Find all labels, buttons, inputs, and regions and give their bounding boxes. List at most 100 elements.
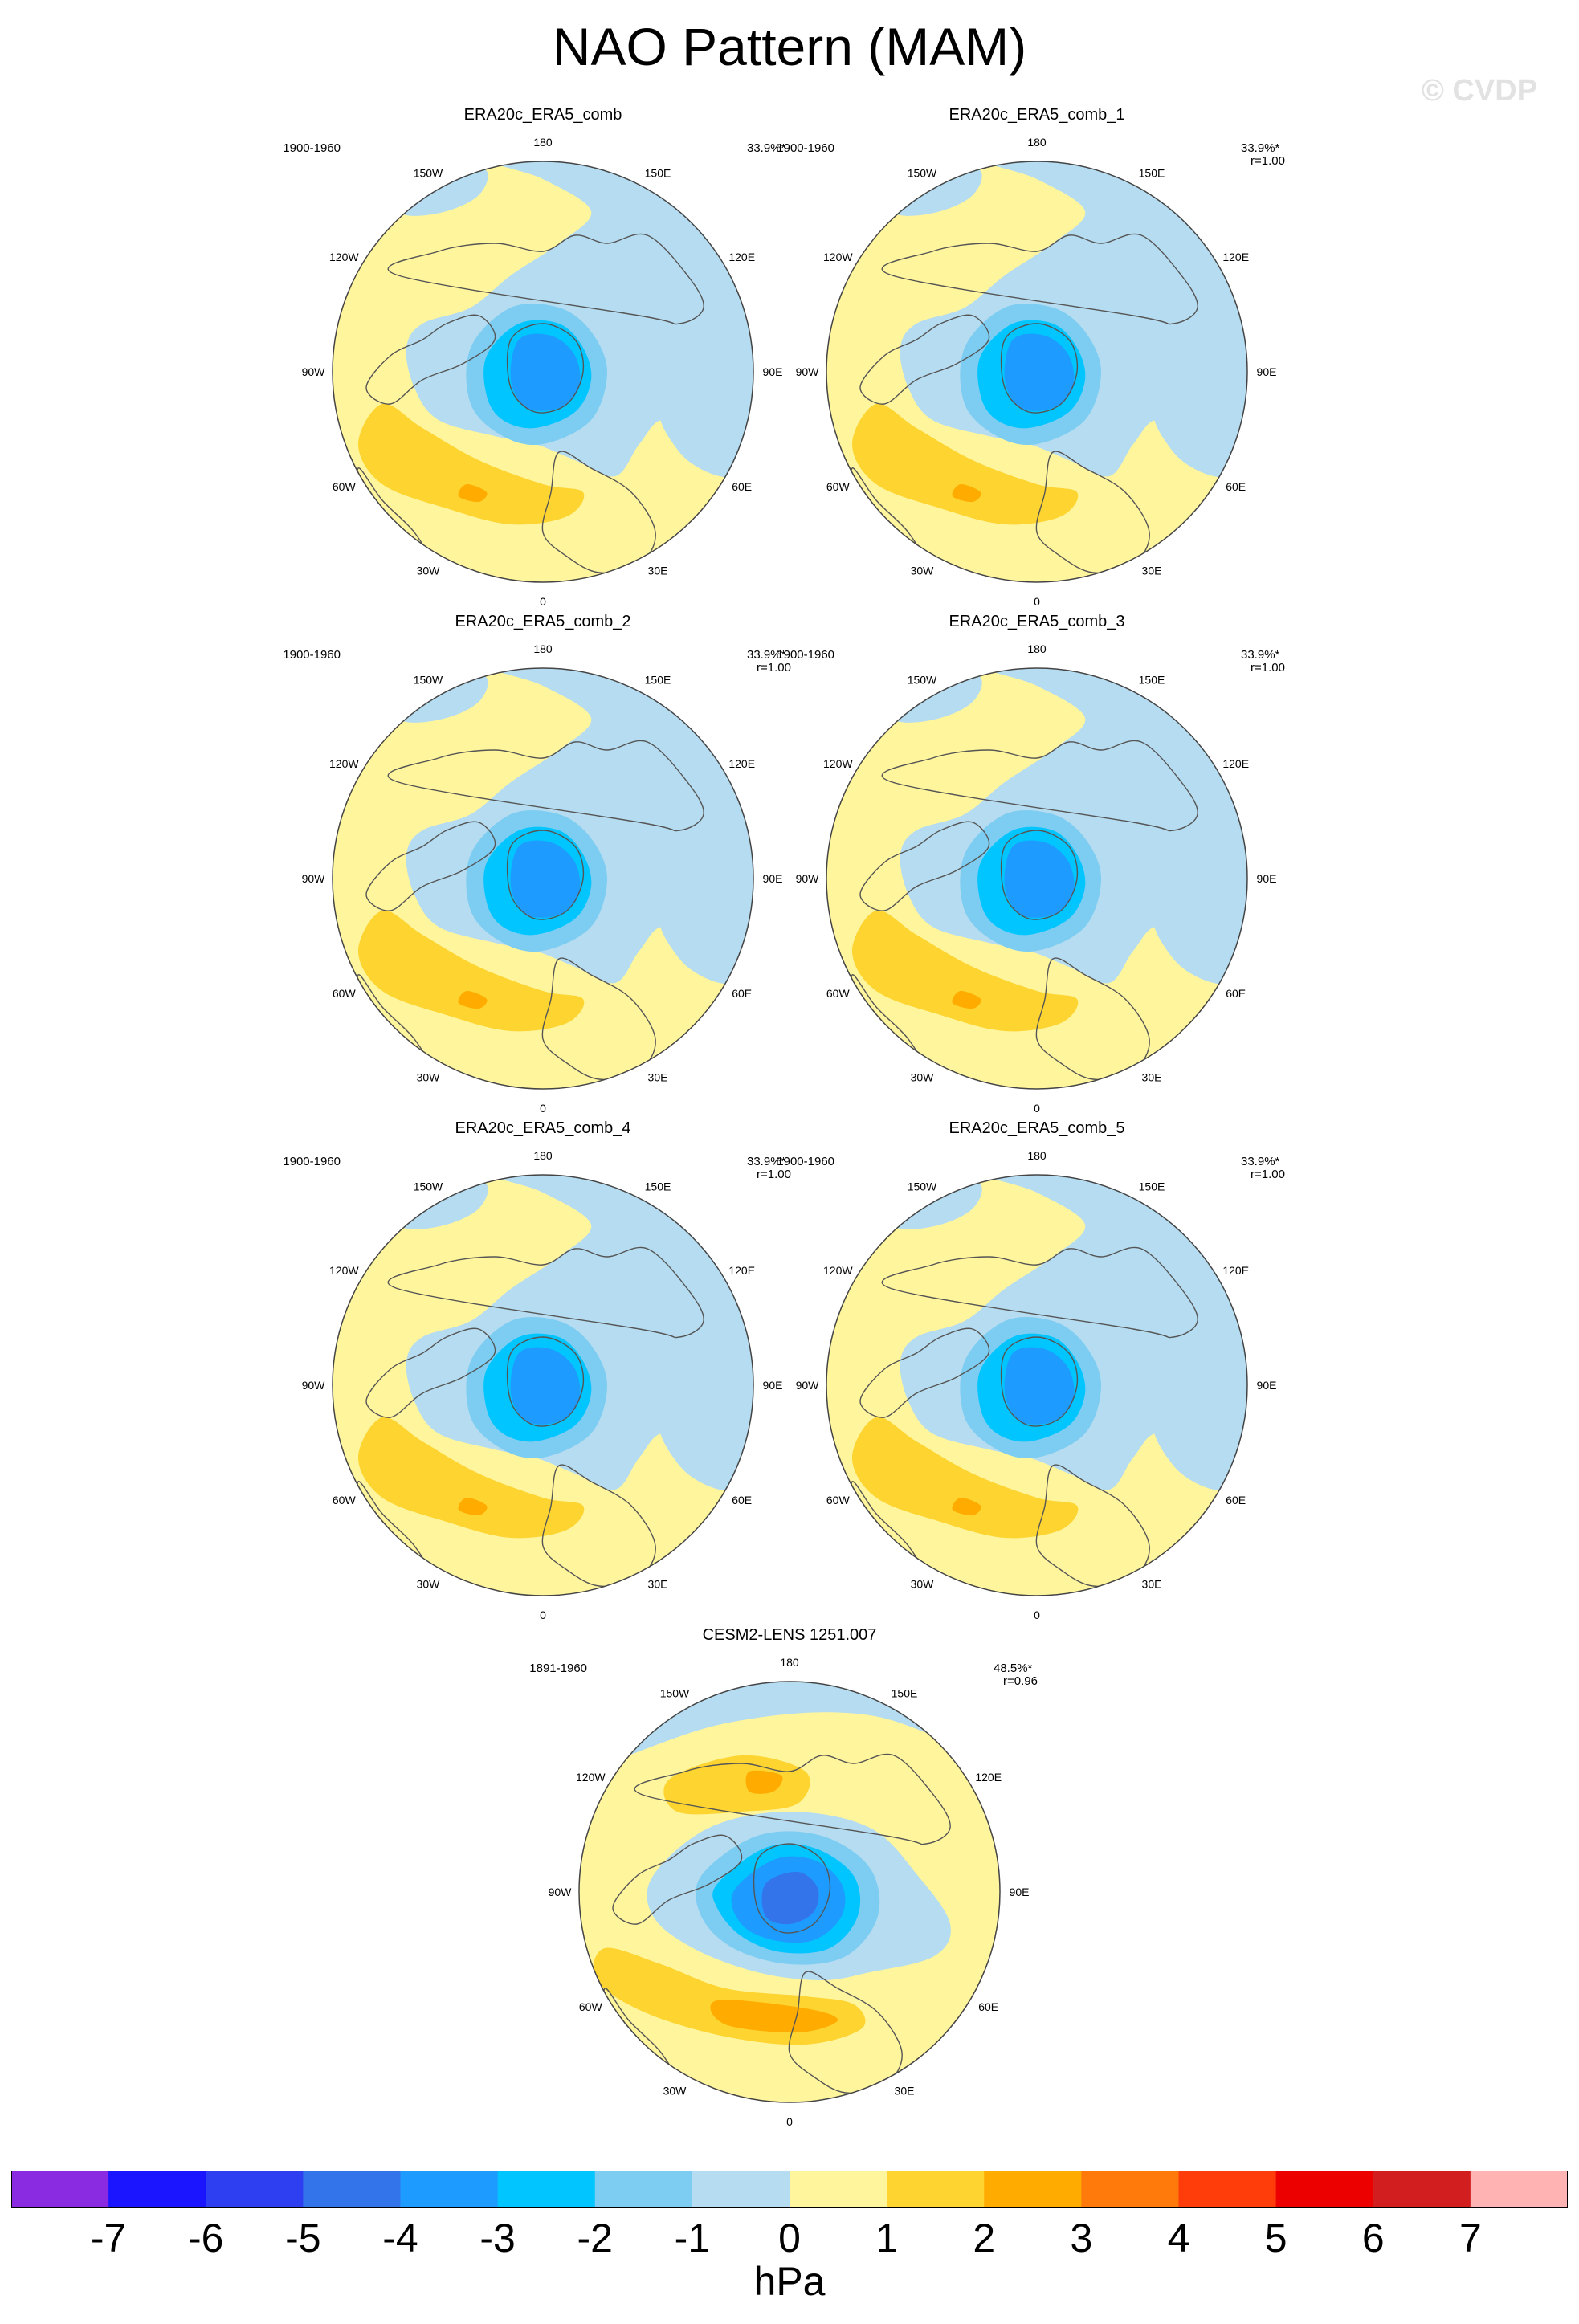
- colorbar: [11, 2171, 1568, 2208]
- longitude-label: 90E: [1257, 365, 1277, 378]
- panel-variance-pct: 33.9%*: [747, 648, 786, 662]
- longitude-label: 60W: [579, 2000, 603, 2013]
- panel-period: 1900-1960: [283, 648, 341, 662]
- longitude-label: 60E: [732, 480, 752, 493]
- longitude-label: 30W: [417, 1071, 441, 1084]
- panel-variance-pct: 33.9%*: [747, 141, 786, 155]
- longitude-label: 60E: [732, 987, 752, 1000]
- colorbar-tick: -5: [285, 2216, 321, 2261]
- colorbar-tick: -7: [90, 2216, 127, 2261]
- polar-map: 180 150E 120E 90E 60E 30E 0 30W 60W 90W 120W 150W ER…: [777, 1119, 1285, 1621]
- colorbar-swatch: [11, 2171, 109, 2208]
- panel-title: ERA20c_ERA5_comb: [464, 106, 622, 124]
- panel-title: ERA20c_ERA5_comb_3: [949, 613, 1124, 630]
- panel-title: ERA20c_ERA5_comb_1: [949, 106, 1124, 124]
- longitude-label: 30W: [911, 1578, 935, 1591]
- longitude-label: 0: [540, 1102, 546, 1115]
- longitude-label: 60W: [333, 1494, 357, 1507]
- longitude-label: 60W: [333, 480, 357, 493]
- panel-variance-pct: 33.9%*: [747, 1155, 786, 1168]
- polar-map: 180 150E 120E 90E 60E 30E 0 30W 60W 90W 120W 150W ER…: [283, 1119, 791, 1621]
- longitude-label: 180: [1027, 136, 1047, 149]
- longitude-label: 180: [533, 642, 553, 655]
- polar-map: 180 150E 120E 90E 60E 30E 0 30W 60W 90W 120W 150W ER…: [283, 613, 791, 1115]
- map-panel: 180 150E 120E 90E 60E 30E 0 30W 60W 90W 120W 150W ER…: [714, 65, 1360, 646]
- colorbar-swatch: [108, 2171, 206, 2208]
- panel-variance-pct: 33.9%*: [1241, 1155, 1280, 1168]
- colorbar-tick: 0: [778, 2216, 801, 2261]
- map-panel: 180 150E 120E 90E 60E 30E 0 30W 60W 90W 120W 150W ER…: [220, 1078, 866, 1660]
- longitude-label: 120W: [329, 757, 359, 770]
- longitude-label: 120E: [1222, 757, 1249, 770]
- longitude-label: 150W: [908, 1180, 937, 1193]
- longitude-label: 150E: [645, 673, 671, 686]
- longitude-label: 150W: [908, 673, 937, 686]
- longitude-label: 30W: [417, 565, 441, 577]
- longitude-label: 120E: [728, 757, 755, 770]
- longitude-label: 120W: [823, 1264, 853, 1277]
- panel-variance-pct: 33.9%*: [1241, 141, 1280, 155]
- longitude-label: 150E: [645, 1180, 671, 1193]
- polar-map: 180 150E 120E 90E 60E 30E 0 30W 60W 90W 120W 150W ER…: [777, 106, 1285, 608]
- longitude-label: 90W: [302, 365, 326, 378]
- longitude-label: 60E: [1226, 1494, 1246, 1507]
- colorbar-tick: 5: [1264, 2216, 1287, 2261]
- panel-period: 1900-1960: [777, 648, 834, 662]
- longitude-label: 90E: [1257, 872, 1277, 885]
- longitude-label: 60E: [732, 1494, 752, 1507]
- longitude-label: 0: [540, 1608, 546, 1621]
- panel-pattern-correlation: r=1.00: [1251, 154, 1285, 168]
- map-panel: 180 150E 120E 90E 60E 30E 0 30W 60W 90W 120W 150W ER…: [220, 65, 866, 646]
- longitude-label: 30W: [663, 2085, 687, 2098]
- longitude-label: 0: [1034, 595, 1040, 608]
- longitude-label: 0: [540, 595, 546, 608]
- longitude-label: 60W: [333, 987, 357, 1000]
- longitude-label: 90W: [549, 1886, 573, 1898]
- longitude-label: 180: [780, 1656, 799, 1669]
- polar-map: 180 150E 120E 90E 60E 30E 0 30W 60W 90W 120W 150W ER…: [777, 613, 1285, 1115]
- longitude-label: 150E: [1139, 1180, 1165, 1193]
- panel-pattern-correlation: r=0.96: [1003, 1674, 1038, 1688]
- colorbar-tick: -4: [382, 2216, 418, 2261]
- longitude-label: 180: [533, 136, 553, 149]
- longitude-label: 90E: [763, 1379, 783, 1392]
- longitude-label: 30E: [1142, 1578, 1162, 1591]
- map-panel: 180 150E 120E 90E 60E 30E 0 30W 60W 90W 120W 150W ER…: [714, 572, 1360, 1153]
- longitude-label: 90W: [796, 365, 820, 378]
- longitude-label: 90W: [302, 1379, 326, 1392]
- longitude-label: 150W: [908, 166, 937, 179]
- colorbar-tick: -1: [674, 2216, 711, 2261]
- longitude-label: 90E: [1010, 1886, 1030, 1898]
- colorbar-swatch: [1275, 2171, 1374, 2208]
- longitude-label: 90E: [1257, 1379, 1277, 1392]
- colorbar-swatch: [400, 2171, 499, 2208]
- longitude-label: 150W: [414, 673, 443, 686]
- longitude-label: 30E: [648, 565, 668, 577]
- panel-period: 1900-1960: [283, 1155, 341, 1168]
- figure-title: NAO Pattern (MAM): [552, 17, 1027, 76]
- colorbar-tick: 4: [1167, 2216, 1190, 2261]
- colorbar-tick: 6: [1361, 2216, 1385, 2261]
- longitude-label: 120W: [823, 757, 853, 770]
- colorbar-unit: hPa: [753, 2259, 826, 2304]
- longitude-label: 60E: [978, 2000, 998, 2013]
- longitude-label: 0: [1034, 1608, 1040, 1621]
- longitude-label: 30E: [648, 1071, 668, 1084]
- colorbar-tick: 3: [1070, 2216, 1093, 2261]
- longitude-label: 120E: [1222, 251, 1249, 263]
- panel-pattern-correlation: r=1.00: [757, 661, 791, 675]
- longitude-label: 30W: [911, 565, 935, 577]
- longitude-label: 0: [1034, 1102, 1040, 1115]
- panel-period: 1900-1960: [777, 141, 834, 155]
- colorbar-tick: 1: [875, 2216, 899, 2261]
- map-panel: 180 150E 120E 90E 60E 30E 0 30W 60W 90W 120W 150W ER…: [714, 1078, 1360, 1660]
- longitude-label: 150W: [414, 166, 443, 179]
- longitude-label: 120E: [975, 1771, 1002, 1784]
- longitude-label: 180: [1027, 642, 1047, 655]
- polar-map: 180 150E 120E 90E 60E 30E 0 30W 60W 90W 120W 150W CE…: [529, 1626, 1038, 2128]
- longitude-label: 150E: [1139, 673, 1165, 686]
- panel-period: 1891-1960: [529, 1661, 587, 1675]
- colorbar-tick: -3: [479, 2216, 516, 2261]
- longitude-label: 180: [1027, 1149, 1047, 1162]
- panel-title: ERA20c_ERA5_comb_4: [455, 1119, 630, 1137]
